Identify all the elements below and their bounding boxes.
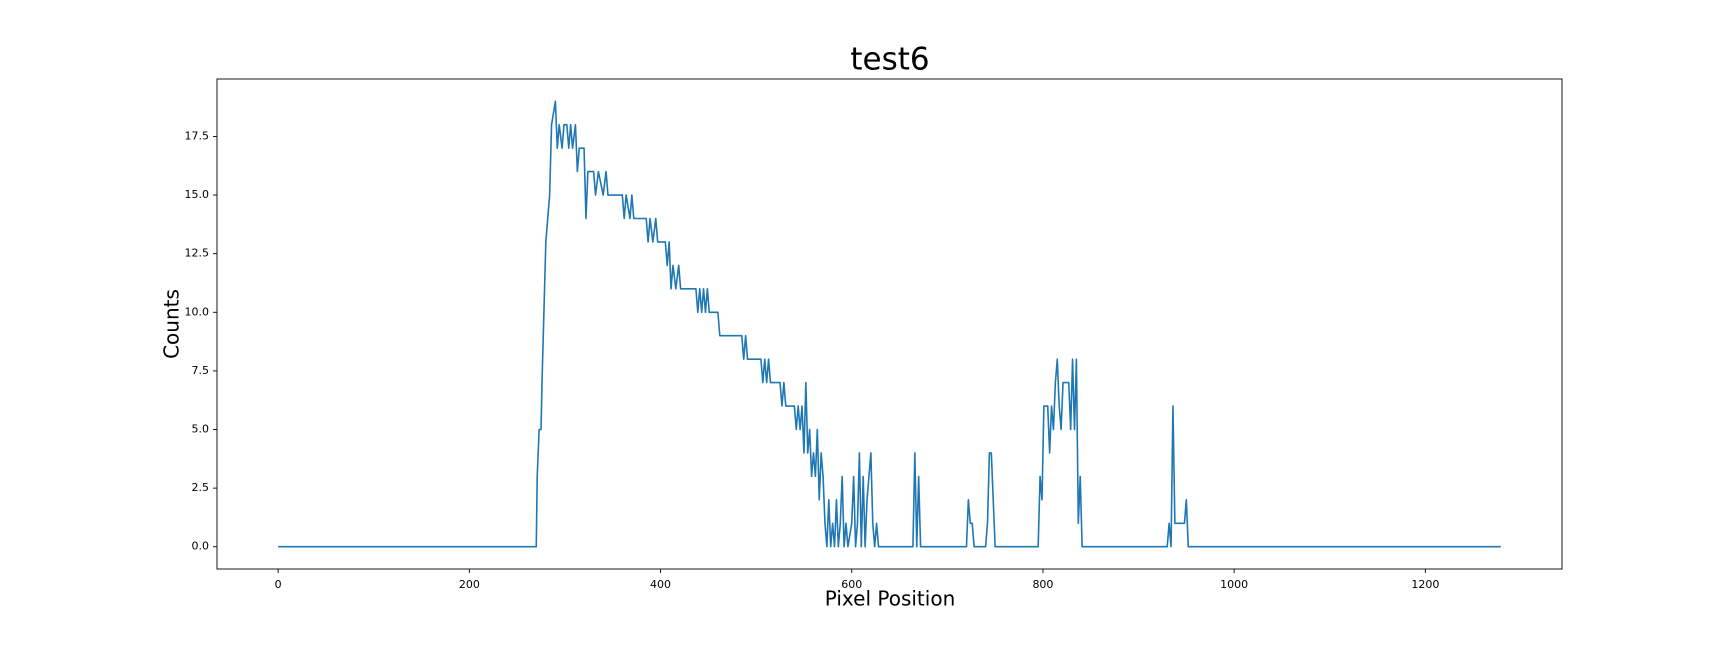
x-tick-label: 600 <box>841 578 862 591</box>
x-tick-label: 1000 <box>1220 578 1248 591</box>
y-axis-label: Counts <box>160 289 184 359</box>
x-tick-label: 1200 <box>1411 578 1439 591</box>
y-tick-label: 5.0 <box>192 423 210 436</box>
y-tick-label: 15.0 <box>185 188 210 201</box>
data-line <box>278 100 1501 548</box>
y-tick-label: 12.5 <box>185 247 210 260</box>
x-axis-label: Pixel Position <box>825 587 956 611</box>
x-tick-label: 800 <box>1032 578 1053 591</box>
plot-frame <box>216 78 1563 570</box>
y-tick-label: 10.0 <box>185 305 210 318</box>
x-tick-label: 400 <box>650 578 671 591</box>
y-tick-label: 2.5 <box>192 481 210 494</box>
x-tick-label: 200 <box>459 578 480 591</box>
y-tick-label: 17.5 <box>185 129 210 142</box>
y-tick-label: 0.0 <box>192 540 210 553</box>
x-tick-label: 0 <box>275 578 282 591</box>
chart-title: test6 <box>850 42 929 78</box>
y-tick-label: 7.5 <box>192 364 210 377</box>
